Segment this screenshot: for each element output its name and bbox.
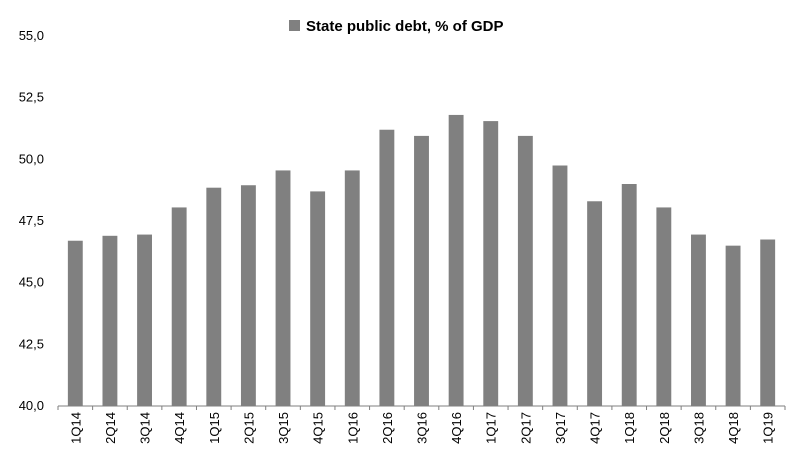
x-tick-label: 2Q15 — [241, 412, 256, 444]
bar-1Q19 — [760, 239, 776, 406]
bar-3Q14 — [137, 234, 152, 406]
x-tick-label: 1Q16 — [345, 412, 360, 444]
x-tick-label: 3Q15 — [276, 412, 291, 444]
bar-2Q14 — [102, 235, 118, 406]
bar-4Q16 — [448, 114, 464, 406]
y-tick-label: 47,5 — [19, 213, 44, 228]
y-axis: 40,0 42,5 45,0 47,5 50,0 52,5 55,0 — [19, 28, 44, 413]
x-tick-label: 1Q17 — [484, 412, 499, 444]
y-tick-label: 42,5 — [19, 336, 44, 351]
bar-4Q17 — [587, 201, 603, 406]
legend-swatch — [289, 20, 300, 31]
x-tick-label: 4Q14 — [172, 412, 187, 444]
bar-4Q18 — [725, 245, 741, 406]
bar-2Q17 — [517, 135, 533, 406]
bar-1Q14 — [67, 240, 83, 406]
x-axis: 1Q14 2Q14 3Q14 4Q14 1Q15 2Q15 3Q15 4Q15 1Q16 2Q16… — [57, 405, 786, 444]
bar-3Q16 — [414, 135, 429, 406]
legend: State public debt, % of GDP — [289, 18, 504, 35]
legend-label: State public debt, % of GDP — [306, 18, 504, 35]
x-tick-label: 3Q17 — [553, 412, 568, 444]
bars — [67, 114, 776, 406]
x-tick-label: 4Q17 — [588, 412, 603, 444]
y-tick-label: 50,0 — [19, 151, 44, 166]
x-tick-label: 3Q14 — [138, 412, 153, 444]
x-tick-label: 2Q14 — [103, 412, 118, 444]
bar-1Q18 — [621, 184, 637, 406]
bar-4Q14 — [171, 207, 187, 406]
bar-2Q15 — [240, 185, 256, 406]
bar-3Q15 — [275, 170, 291, 406]
x-tick-label: 1Q14 — [68, 412, 83, 444]
bar-1Q16 — [344, 170, 360, 406]
x-tick-label: 4Q16 — [449, 412, 464, 444]
bar-4Q15 — [310, 191, 326, 406]
y-tick-label: 52,5 — [19, 90, 44, 105]
bar-2Q18 — [656, 207, 672, 406]
x-tick-label: 1Q18 — [622, 412, 637, 444]
bar-1Q15 — [206, 187, 222, 406]
bar-3Q17 — [552, 165, 568, 406]
y-tick-label: 40,0 — [19, 398, 44, 413]
bar-1Q17 — [483, 121, 499, 406]
y-tick-label: 55,0 — [19, 28, 44, 43]
x-tick-label: 1Q19 — [761, 412, 776, 444]
bar-2Q16 — [379, 129, 395, 406]
x-tick-label: 4Q15 — [311, 412, 326, 444]
y-tick-label: 45,0 — [19, 275, 44, 290]
x-tick-label: 2Q16 — [380, 412, 395, 444]
x-tick-label: 2Q18 — [657, 412, 672, 444]
x-tick-label: 3Q16 — [415, 412, 430, 444]
x-tick-label: 1Q15 — [207, 412, 222, 444]
x-tick-label: 3Q18 — [691, 412, 706, 444]
x-tick-label: 4Q18 — [726, 412, 741, 444]
bar-3Q18 — [691, 234, 706, 406]
x-tick-label: 2Q17 — [518, 412, 533, 444]
